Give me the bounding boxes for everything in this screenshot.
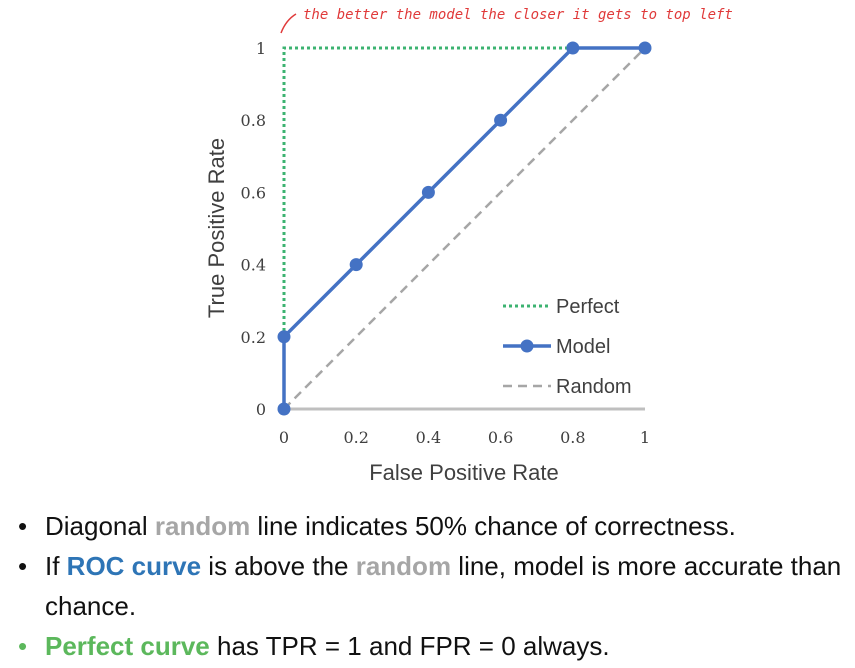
bullet-item: • If ROC curve is above the random line, … (18, 546, 848, 626)
data-point-model (421, 185, 435, 199)
roc-chart: the better the model the closer it gets … (204, 7, 733, 485)
y-tick-label: 0 (256, 400, 266, 419)
series-line-random (283, 47, 646, 410)
data-point-model (566, 41, 580, 55)
bullet-text-segment: If (45, 551, 67, 581)
bullet-dot: • (18, 511, 28, 541)
y-tick-label: 0.8 (241, 111, 266, 130)
y-tick-label: 1 (256, 39, 266, 58)
series-layer (277, 41, 652, 416)
legend: Perfect Model Random (503, 296, 632, 398)
bullet-text-segment: Perfect curve (45, 631, 210, 661)
bullet-text-segment: ROC curve (66, 551, 202, 581)
annotation-text: the better the model the closer it gets … (303, 7, 733, 23)
x-tick-label: 1 (640, 428, 650, 447)
x-tick-label: 0.4 (416, 428, 441, 447)
bullet-list: • Diagonal random line indicates 50% chan… (18, 506, 848, 666)
data-point-model (277, 330, 291, 344)
x-tick-label: 0.2 (343, 428, 368, 447)
data-point-model (638, 41, 652, 55)
bullet-item: • Diagonal random line indicates 50% chan… (18, 506, 848, 546)
bullet-text-segment: random (355, 551, 452, 581)
x-tick-labels: 0 0.2 0.4 0.6 0.8 1 (279, 428, 650, 447)
y-tick-label: 0.2 (241, 328, 266, 347)
x-tick-label: 0.8 (560, 428, 585, 447)
data-point-model (494, 113, 508, 127)
y-tick-label: 0.4 (241, 256, 266, 275)
legend-label-perfect: Perfect (556, 296, 620, 318)
x-tick-label: 0.6 (488, 428, 513, 447)
data-point-model (277, 402, 291, 416)
y-tick-labels: 0 0.2 0.4 0.6 0.8 1 (241, 39, 266, 419)
bullet-text-segment: Diagonal (45, 511, 155, 541)
data-point-model (349, 258, 363, 272)
x-tick-label: 0 (279, 428, 289, 447)
bullet-item: • Perfect curve has TPR = 1 and FPR = 0 a… (18, 626, 848, 666)
x-axis-title: False Positive Rate (369, 460, 559, 485)
bullet-dot: • (18, 551, 28, 581)
bullet-text-segment: is above the (201, 551, 356, 581)
bullet-text-segment: random (154, 511, 251, 541)
legend-label-random: Random (556, 376, 632, 398)
bullet-text-segment: has TPR = 1 and FPR = 0 always. (209, 631, 610, 661)
legend-marker-model (520, 339, 534, 353)
legend-label-model: Model (556, 336, 610, 358)
y-axis-title: True Positive Rate (204, 138, 229, 318)
bullet-dot: • (18, 631, 28, 661)
y-tick-label: 0.6 (241, 183, 266, 202)
bullet-text-segment: line, model is more accurate than chance… (45, 551, 842, 621)
annotation-pointer (280, 13, 297, 34)
series-line-perfect (282, 46, 645, 409)
bullet-text-segment: line indicates 50% chance of correctness… (250, 511, 736, 541)
